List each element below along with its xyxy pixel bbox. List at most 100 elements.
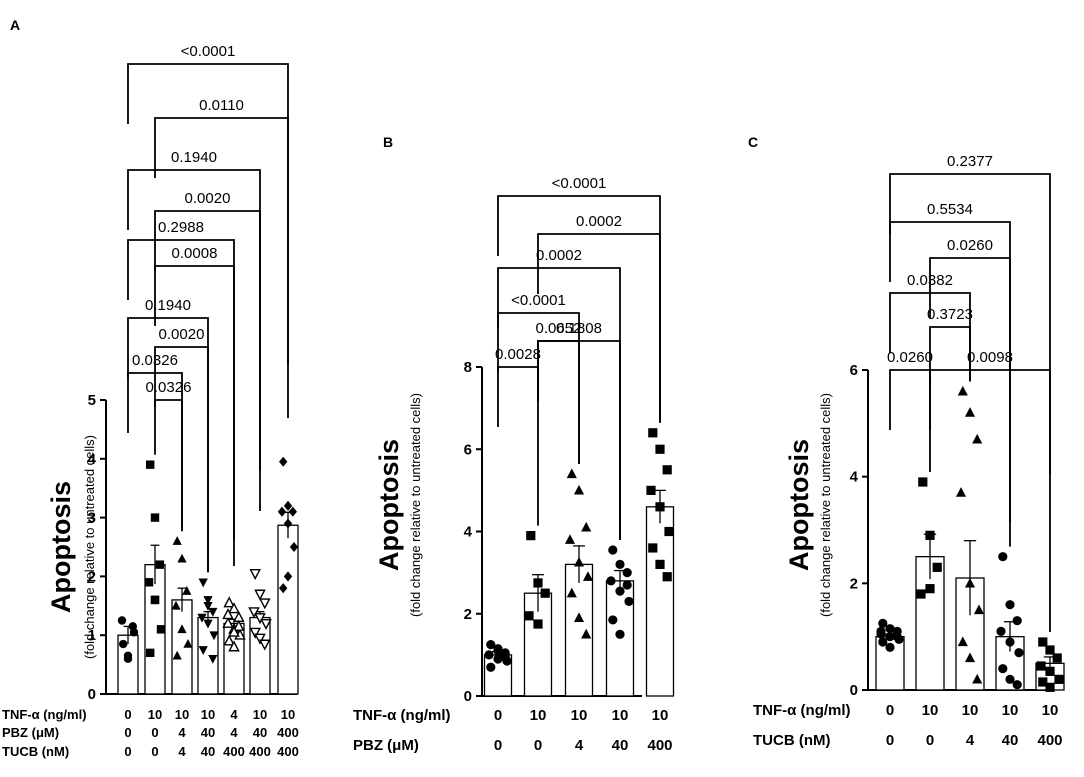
data-point [964, 577, 976, 588]
condition-value: 0 [494, 737, 502, 754]
condition-value: 400 [647, 737, 672, 754]
data-point [254, 633, 266, 645]
data-point [573, 484, 585, 495]
condition-value: 0 [534, 737, 542, 754]
data-point [925, 584, 935, 594]
data-point [183, 638, 193, 648]
y-axis-title: Apoptosis [46, 481, 76, 613]
condition-value: 40 [201, 725, 215, 740]
condition-value: 10 [201, 707, 215, 722]
data-point [1012, 616, 1022, 626]
data-point [624, 596, 634, 607]
data-point [998, 664, 1008, 674]
data-point [288, 506, 297, 517]
data-point [662, 572, 672, 582]
data-point [573, 612, 585, 623]
data-point [171, 600, 181, 610]
data-point [222, 616, 234, 628]
data-point [972, 433, 983, 444]
comparison-bracket [497, 195, 661, 423]
condition-value: 0 [124, 744, 131, 759]
data-point [129, 628, 139, 637]
data-point [228, 640, 240, 652]
data-point [228, 625, 240, 637]
data-point [533, 619, 543, 629]
condition-value: 10 [530, 707, 547, 724]
data-point [615, 559, 625, 570]
condition-value: 40 [1002, 732, 1019, 749]
p-value-label: <0.0001 [181, 43, 236, 60]
y-tick-label: 0 [88, 686, 96, 703]
p-value-label: 0.0020 [159, 326, 205, 343]
data-point [117, 616, 127, 625]
data-point [646, 485, 656, 495]
data-point [524, 611, 534, 621]
condition-value: 4 [178, 744, 186, 759]
data-point [144, 578, 154, 587]
data-point [925, 530, 935, 540]
condition-value: 0 [124, 707, 131, 722]
data-point [208, 654, 218, 664]
condition-value: 400 [223, 744, 245, 759]
p-value-label: 0.0652 [536, 320, 582, 337]
data-point [156, 625, 166, 634]
y-axis-subtitle: (fold change relative to untreated cells… [818, 393, 833, 617]
data-point [996, 626, 1006, 636]
data-point [150, 595, 160, 605]
data-point [876, 626, 886, 636]
data-point [283, 518, 293, 529]
data-point [608, 615, 618, 625]
condition-value: 400 [277, 725, 299, 740]
p-value-label: <0.0001 [552, 175, 607, 192]
data-point [540, 588, 550, 598]
data-point [1052, 653, 1062, 663]
p-value-label: 0.0020 [185, 190, 231, 207]
condition-value: 4 [575, 737, 584, 754]
data-point [916, 589, 926, 599]
data-point [1014, 648, 1024, 658]
data-point [150, 513, 160, 522]
data-point [283, 500, 293, 511]
data-point [932, 562, 942, 572]
data-point [1005, 600, 1015, 610]
comparison-bracket [497, 366, 539, 526]
data-point [957, 385, 968, 396]
y-tick-label: 4 [464, 524, 473, 541]
data-point [279, 583, 288, 594]
data-point [964, 407, 976, 417]
condition-value: 40 [253, 725, 267, 740]
data-point [177, 624, 187, 634]
data-point [249, 568, 261, 581]
data-point [198, 578, 208, 588]
data-point [608, 545, 618, 555]
data-point [1038, 677, 1048, 687]
condition-value: 10 [1042, 702, 1059, 719]
data-point [222, 608, 234, 620]
p-value-label: 0.0002 [536, 247, 582, 264]
data-point [198, 646, 208, 655]
p-value-label: 0.2377 [947, 153, 993, 170]
data-point [566, 587, 577, 598]
data-point [254, 589, 266, 601]
p-value-label: 0.0008 [172, 245, 218, 262]
p-value-label: 0.5534 [927, 201, 973, 218]
condition-value: 400 [277, 744, 299, 759]
data-point [581, 628, 592, 639]
y-tick-label: 6 [850, 362, 858, 379]
data-point [248, 607, 260, 619]
condition-value: 0 [886, 702, 894, 719]
data-point [249, 627, 261, 639]
condition-value: 10 [652, 707, 669, 724]
data-point [146, 460, 155, 469]
y-tick-label: 0 [464, 688, 472, 705]
condition-value: 10 [253, 707, 267, 722]
p-value-label: <0.0001 [511, 292, 566, 309]
condition-value: 10 [175, 707, 189, 722]
data-point [119, 639, 128, 649]
data-point [493, 654, 503, 664]
condition-value: 10 [962, 702, 979, 719]
condition-value: 40 [201, 744, 215, 759]
data-point [1045, 682, 1055, 692]
condition-value: 0 [926, 732, 934, 749]
comparison-bracket [127, 239, 235, 540]
